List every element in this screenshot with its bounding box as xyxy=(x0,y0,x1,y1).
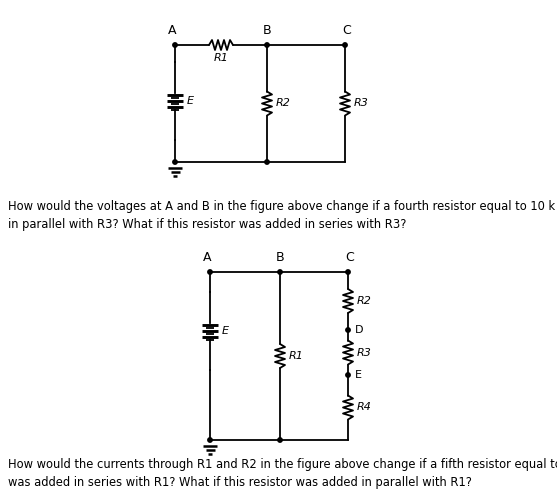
Text: R1: R1 xyxy=(289,351,304,361)
Circle shape xyxy=(278,270,282,274)
Text: How would the voltages at A and B in the figure above change if a fourth resisto: How would the voltages at A and B in the… xyxy=(8,200,557,231)
Circle shape xyxy=(173,160,177,164)
Text: C: C xyxy=(343,24,351,37)
Text: R3: R3 xyxy=(354,98,369,108)
Text: R4: R4 xyxy=(357,403,372,413)
Text: D: D xyxy=(355,325,364,335)
Text: B: B xyxy=(276,251,284,264)
Text: C: C xyxy=(346,251,354,264)
Circle shape xyxy=(346,328,350,332)
Circle shape xyxy=(343,43,347,47)
Text: R2: R2 xyxy=(276,98,291,108)
Circle shape xyxy=(346,270,350,274)
Text: A: A xyxy=(168,24,176,37)
Text: R1: R1 xyxy=(213,53,228,63)
Text: How would the currents through R1 and R2 in the figure above change if a fifth r: How would the currents through R1 and R2… xyxy=(8,458,557,489)
Circle shape xyxy=(278,438,282,442)
Text: B: B xyxy=(263,24,271,37)
Text: A: A xyxy=(203,251,211,264)
Text: E: E xyxy=(355,370,362,380)
Text: R2: R2 xyxy=(357,296,372,306)
Circle shape xyxy=(208,438,212,442)
Circle shape xyxy=(208,270,212,274)
Text: R3: R3 xyxy=(357,347,372,357)
Circle shape xyxy=(265,160,269,164)
Text: E: E xyxy=(222,326,229,336)
Circle shape xyxy=(265,43,269,47)
Text: E: E xyxy=(187,96,194,106)
Circle shape xyxy=(346,373,350,377)
Circle shape xyxy=(173,43,177,47)
